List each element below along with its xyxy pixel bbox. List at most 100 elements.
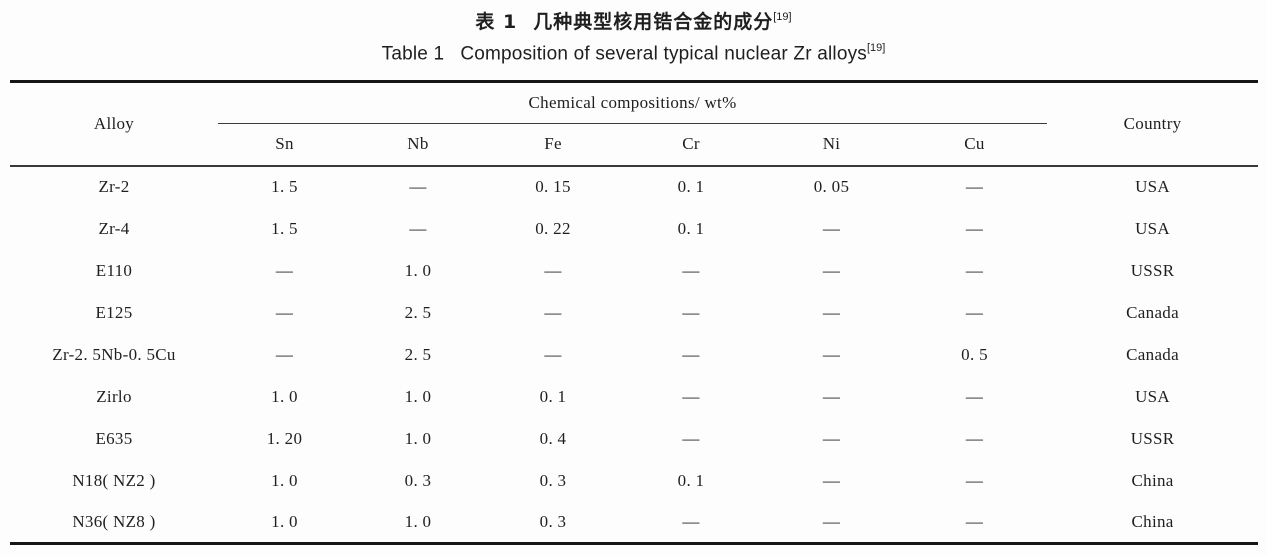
alloy-cell: Zr-4 [98, 218, 130, 238]
nb-value-cell: 1. 0 [404, 428, 432, 448]
table-title-english-label: Table 1 [381, 43, 445, 65]
alloy-cell: Zirlo [96, 386, 132, 406]
country-cell: Canada [1126, 302, 1179, 322]
sn-value-cell: 1. 0 [271, 386, 298, 406]
sn-value-cell: 1. 0 [271, 470, 298, 490]
column-header-alloy: Alloy [93, 113, 135, 133]
cu-value-cell: — [902, 164, 1048, 208]
table-title-chinese-label: 表 1 [475, 11, 518, 33]
column-header-cu: Cu [964, 134, 985, 154]
table-row: E110 — 1. 0 — — — — USSR [10, 250, 1258, 292]
alloy-cell: E635 [95, 428, 133, 448]
country-cell: Canada [1126, 344, 1179, 364]
table-row: N18( NZ2 ) 1. 0 0. 3 0. 3 0. 1 — — China [10, 460, 1258, 502]
cu-value-cell: — [965, 470, 984, 490]
ni-value-cell: — [822, 428, 841, 448]
ni-value-cell: 0. 05 [761, 164, 902, 208]
cr-value-cell: — [682, 428, 700, 448]
cr-value-cell: 0. 1 [621, 164, 761, 208]
table-row: Zr-2. 5Nb-0. 5Cu — 2. 5 — — — 0. 5 Canad… [10, 334, 1258, 376]
fe-value-cell: 0. 1 [539, 386, 567, 406]
alloy-cell: Zr-2. 5Nb-0. 5Cu [52, 344, 176, 364]
header-elements-row: Sn Nb Fe Cr Ni Cu [10, 124, 1258, 166]
cr-value-cell: — [682, 511, 700, 531]
sn-value-cell: 1. 5 [218, 164, 351, 208]
country-cell: USA [1135, 218, 1171, 238]
country-cell: USA [1047, 164, 1259, 208]
column-group-header-chemical-compositions: Chemical compositions/ wt% [218, 81, 1048, 124]
sn-value-cell: 1. 5 [271, 218, 298, 238]
cu-value-cell: — [965, 218, 984, 238]
nb-value-cell: — [351, 164, 485, 208]
sn-value-cell: 1. 20 [266, 428, 303, 448]
fe-value-cell: — [544, 344, 562, 364]
sn-value-cell: — [275, 302, 294, 322]
table-row: Zr-2 1. 5 — 0. 15 0. 1 0. 05 — USA [10, 164, 1259, 208]
column-header-ni: Ni [822, 134, 841, 154]
nb-value-cell: 1. 0 [404, 511, 432, 531]
alloy-cell: N36( NZ8 ) [72, 511, 156, 531]
column-header-country: Country [1123, 113, 1182, 133]
cu-value-cell: — [965, 386, 984, 406]
table-row: E125 — 2. 5 — — — — Canada [10, 292, 1258, 334]
table-body: Zr-2 1. 5 — 0. 15 0. 1 0. 05 — USA Zr-4 … [10, 164, 1259, 544]
table-title-english: Table 1 Composition of several typical nu… [0, 42, 1267, 65]
country-cell: China [1131, 470, 1174, 490]
fe-value-cell: — [544, 260, 562, 280]
ni-value-cell: — [822, 260, 841, 280]
table-row: Zirlo 1. 0 1. 0 0. 1 — — — USA [10, 376, 1258, 418]
cu-value-cell: — [965, 511, 984, 531]
nb-value-cell: 2. 5 [404, 302, 432, 322]
cr-value-cell: — [682, 260, 700, 280]
country-cell: USSR [1130, 428, 1175, 448]
reference-superscript: [19] [866, 42, 886, 54]
table-title-english-text: Composition of several typical nuclear Z… [460, 43, 867, 65]
table-title-chinese: 表 1 几种典型核用锆合金的成分[19] [0, 7, 1267, 34]
table-header: Alloy Chemical compositions/ wt% Country… [10, 81, 1258, 166]
column-header-nb: Nb [407, 134, 429, 154]
nb-value-cell: 2. 5 [404, 344, 432, 364]
nb-value-cell: 1. 0 [404, 260, 432, 280]
ni-value-cell: — [822, 302, 841, 322]
column-header-sn: Sn [275, 134, 294, 154]
alloy-cell: N18( NZ2 ) [72, 470, 156, 490]
cu-value-cell: — [965, 260, 984, 280]
fe-value-cell: 0. 3 [539, 470, 567, 490]
country-cell: USSR [1130, 260, 1175, 280]
nb-value-cell: 1. 0 [404, 386, 432, 406]
nb-value-cell: 0. 3 [404, 470, 432, 490]
alloy-cell: Zr-2 [10, 164, 218, 208]
fe-value-cell: 0. 4 [539, 428, 567, 448]
fe-value-cell: 0. 22 [535, 218, 571, 238]
cr-value-cell: — [682, 344, 700, 364]
table-row: E635 1. 20 1. 0 0. 4 — — — USSR [10, 418, 1258, 460]
country-cell: USA [1135, 386, 1171, 406]
ni-value-cell: — [822, 386, 841, 406]
cr-value-cell: — [682, 302, 700, 322]
table-row: N36( NZ8 ) 1. 0 1. 0 0. 3 — — — China [10, 502, 1258, 544]
cr-value-cell: — [682, 386, 700, 406]
fe-value-cell: 0. 15 [485, 164, 621, 208]
fe-value-cell: 0. 3 [539, 511, 567, 531]
cr-value-cell: 0. 1 [677, 218, 705, 238]
table-title-chinese-text: 几种典型核用锆合金的成分 [533, 11, 774, 33]
header-group-row: Alloy Chemical compositions/ wt% Country [10, 81, 1258, 133]
cu-value-cell: — [965, 428, 984, 448]
cu-value-cell: — [965, 302, 984, 322]
country-cell: China [1131, 511, 1174, 531]
ni-value-cell: — [822, 470, 841, 490]
cr-value-cell: 0. 1 [677, 470, 705, 490]
nb-value-cell: — [409, 218, 427, 238]
fe-value-cell: — [544, 302, 562, 322]
ni-value-cell: — [822, 344, 841, 364]
ni-value-cell: — [822, 511, 841, 531]
column-header-cr: Cr [682, 134, 700, 154]
sn-value-cell: — [275, 344, 294, 364]
reference-superscript: [19] [773, 10, 792, 23]
cu-value-cell: 0. 5 [961, 344, 988, 364]
table-row: Zr-4 1. 5 — 0. 22 0. 1 — — USA [10, 208, 1258, 250]
sn-value-cell: 1. 0 [271, 511, 298, 531]
alloy-cell: E125 [95, 302, 133, 322]
alloy-composition-table: Alloy Chemical compositions/ wt% Country… [10, 80, 1259, 545]
